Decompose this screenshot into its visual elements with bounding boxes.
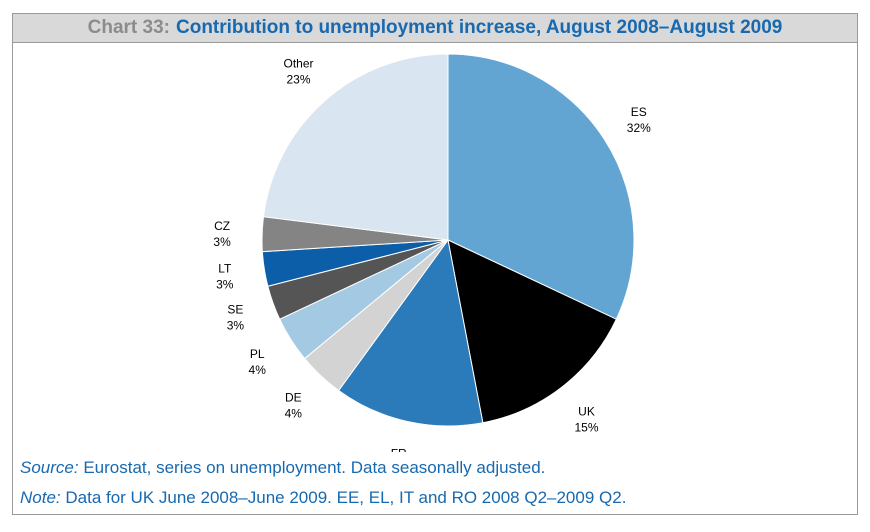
chart-title-bar: Chart 33: Contribution to unemployment i… [12,13,858,43]
slice-label-uk: UK [578,405,595,419]
source-text: Eurostat, series on unemployment. Data s… [78,458,546,477]
slice-value-de: 4% [285,407,303,421]
slice-value-uk: 15% [574,421,598,435]
note-lead: Note: [20,488,61,507]
slice-value-cz: 3% [213,235,231,249]
slice-value-pl: 4% [249,363,267,377]
slice-label-pl: PL [250,347,265,361]
slice-label-se: SE [227,303,243,317]
slice-value-other: 23% [286,73,310,87]
pie-slice-es [447,53,635,320]
slice-label-fr: FR [391,447,407,452]
note-text: Data for UK June 2008–June 2009. EE, EL,… [60,488,627,507]
pie-chart: ES32%UK15%FR13%DE4%PL4%SE3%LT3%CZ3%Other… [213,53,651,453]
slice-label-es: ES [631,105,647,119]
pie-slice-uk [447,239,617,424]
slice-label-other: Other [283,57,313,71]
note-line: Note: Data for UK June 2008–June 2009. E… [20,488,626,508]
pie-slices [261,53,635,427]
slice-value-se: 3% [227,319,245,333]
slice-value-lt: 3% [216,277,234,291]
slice-label-lt: LT [218,261,232,275]
slice-value-es: 32% [627,121,651,135]
pie-slice-fr [337,238,484,427]
slice-label-de: DE [285,391,302,405]
chart-title: Contribution to unemployment increase, A… [176,17,783,38]
pie-slice-other [262,53,449,241]
chart-number: Chart 33: [87,17,170,38]
source-lead: Source: [20,458,79,477]
source-line: Source: Eurostat, series on unemployment… [20,458,545,478]
pie-labels: ES32%UK15%FR13%DE4%PL4%SE3%LT3%CZ3%Other… [213,57,651,453]
slice-label-cz: CZ [214,219,230,233]
